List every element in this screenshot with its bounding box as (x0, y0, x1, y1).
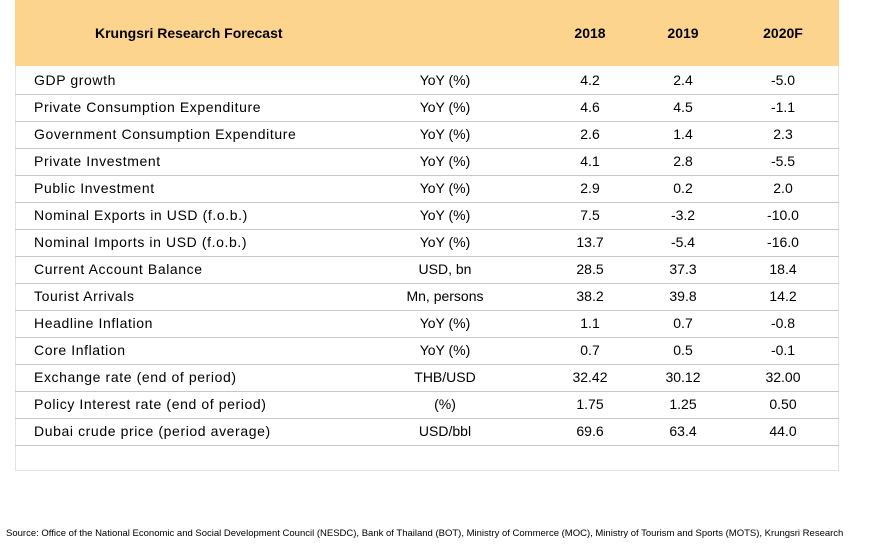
table-row: Headline Inflation YoY (%) 1.1 0.7 -0.8 (15, 310, 839, 338)
row-value: 4.1 (580, 153, 600, 169)
row-value: 1.4 (673, 126, 693, 142)
row-value: 2.0 (773, 180, 793, 196)
row-unit: USD, bn (418, 261, 472, 277)
table-frame (15, 0, 839, 471)
row-value: 0.7 (673, 315, 693, 331)
row-unit: YoY (%) (419, 234, 471, 250)
row-label: Core Inflation (34, 342, 126, 358)
row-unit: YoY (%) (419, 180, 471, 196)
table-row: Core Inflation YoY (%) 0.7 0.5 -0.1 (15, 337, 839, 365)
row-value: 69.6 (576, 423, 604, 439)
row-value: 32.42 (572, 369, 608, 385)
row-value: -5.5 (770, 153, 796, 169)
row-label: Headline Inflation (34, 315, 153, 331)
row-value: 1.1 (580, 315, 600, 331)
row-label: Private Consumption Expenditure (34, 99, 262, 115)
row-value: 1.25 (669, 396, 697, 412)
row-value: 18.4 (769, 261, 797, 277)
row-value: -3.2 (670, 207, 696, 223)
row-value: 4.5 (673, 99, 693, 115)
row-label: GDP growth (34, 72, 116, 88)
row-label: Dubai crude price (period average) (34, 423, 271, 439)
row-unit: (%) (434, 396, 456, 412)
row-value: 30.12 (665, 369, 701, 385)
header-title: Krungsri Research Forecast (95, 25, 283, 41)
row-label: Public Investment (34, 180, 155, 196)
row-value: 2.6 (580, 126, 600, 142)
row-unit: THB/USD (414, 369, 476, 385)
table-row: Current Account Balance USD, bn 28.5 37.3 18… (15, 256, 839, 284)
row-value: 1.75 (576, 396, 604, 412)
table-row: Tourist Arrivals Mn, persons 38.2 39.8 14.2 (15, 283, 839, 311)
row-unit: Mn, persons (406, 288, 484, 304)
table-row: GDP growth YoY (%) 4.2 2.4 -5.0 (15, 67, 839, 95)
row-unit: USD/bbl (418, 423, 472, 439)
row-unit: YoY (%) (419, 153, 471, 169)
row-value: 2.4 (673, 72, 693, 88)
header-year: 2020F (763, 25, 803, 41)
row-unit: YoY (%) (419, 207, 471, 223)
table-row: Public Investment YoY (%) 2.9 0.2 2.0 (15, 175, 839, 203)
row-unit: YoY (%) (419, 315, 471, 331)
row-label: Nominal Imports in USD (f.o.b.) (34, 234, 248, 250)
row-label: Government Consumption Expenditure (34, 126, 297, 142)
row-value: 2.8 (673, 153, 693, 169)
table-row: Exchange rate (end of period) THB/USD 32.4… (15, 364, 839, 392)
row-label: Private Investment (34, 153, 161, 169)
header-year: 2018 (574, 25, 606, 41)
row-value: -0.8 (770, 315, 796, 331)
table-row: Government Consumption Expenditure YoY (%… (15, 121, 839, 149)
row-value: -10.0 (767, 207, 799, 223)
row-value: 44.0 (769, 423, 797, 439)
table-header: Krungsri Research Forecast 2018 2019 2020F (15, 0, 839, 66)
row-value: 28.5 (576, 261, 604, 277)
row-label: Nominal Exports in USD (f.o.b.) (34, 207, 248, 223)
row-value: 13.7 (576, 234, 604, 250)
row-value: 39.8 (669, 288, 697, 304)
row-value: 4.6 (580, 99, 600, 115)
row-value: 14.2 (769, 288, 797, 304)
row-unit: YoY (%) (419, 342, 471, 358)
row-value: 7.5 (580, 207, 600, 223)
row-value: 63.4 (669, 423, 697, 439)
table-row: Nominal Exports in USD (f.o.b.) YoY (%) 7.… (15, 202, 839, 230)
row-value: 37.3 (669, 261, 697, 277)
row-value: -5.4 (670, 234, 696, 250)
row-unit: YoY (%) (419, 99, 471, 115)
table-row: Private Consumption Expenditure YoY (%) 4.… (15, 94, 839, 122)
row-value: 2.3 (773, 126, 793, 142)
row-value: 38.2 (576, 288, 604, 304)
row-value: 32.00 (765, 369, 801, 385)
table-row: Private Investment YoY (%) 4.1 2.8 -5.5 (15, 148, 839, 176)
row-label: Exchange rate (end of period) (34, 369, 237, 385)
row-unit: YoY (%) (419, 72, 471, 88)
row-label: Tourist Arrivals (34, 288, 135, 304)
row-value: 2.9 (580, 180, 600, 196)
row-value: -5.0 (770, 72, 796, 88)
row-value: 0.5 (673, 342, 693, 358)
row-value: -1.1 (770, 99, 796, 115)
row-label: Current Account Balance (34, 261, 203, 277)
header-year: 2019 (667, 25, 699, 41)
table-row: Dubai crude price (period average) USD/bb… (15, 418, 839, 446)
row-value: -0.1 (770, 342, 796, 358)
table-row: Nominal Imports in USD (f.o.b.) YoY (%) 13… (15, 229, 839, 257)
row-value: 0.2 (673, 180, 693, 196)
row-value: 4.2 (580, 72, 600, 88)
row-value: 0.50 (769, 396, 797, 412)
source-note: Source: Office of the National Economic … (6, 528, 844, 539)
row-value: -16.0 (767, 234, 799, 250)
table-row: Policy Interest rate (end of period) (%) 1… (15, 391, 839, 419)
row-unit: YoY (%) (419, 126, 471, 142)
row-value: 0.7 (580, 342, 600, 358)
row-label: Policy Interest rate (end of period) (34, 396, 267, 412)
